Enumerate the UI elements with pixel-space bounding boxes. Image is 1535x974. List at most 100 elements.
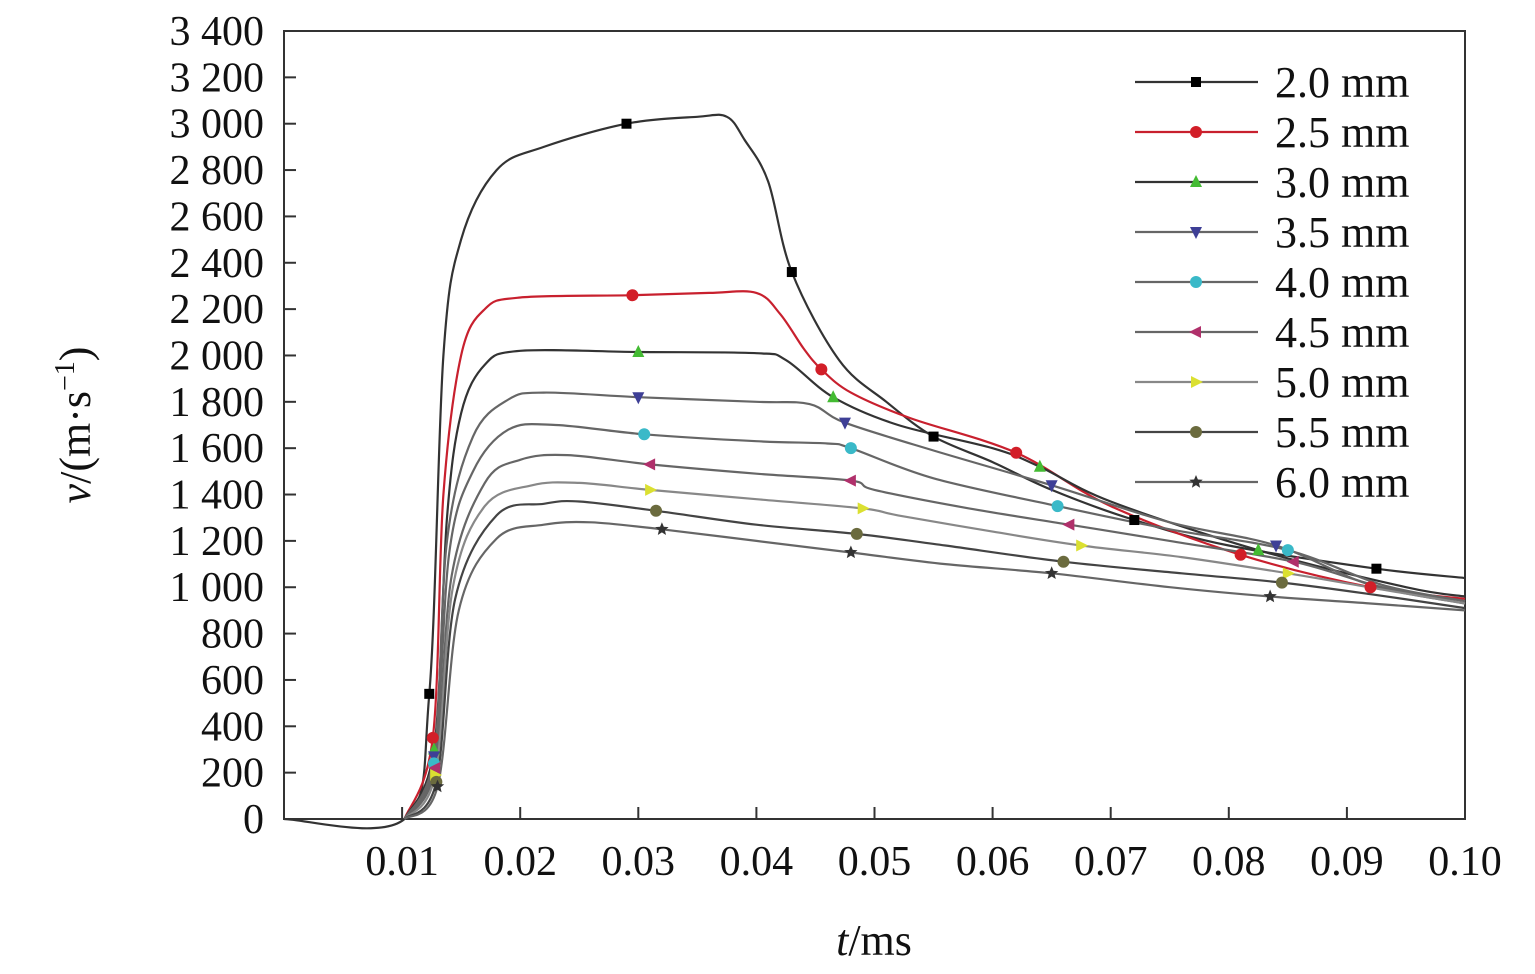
data-point	[1263, 589, 1277, 603]
x-tick-label: 0.08	[1192, 839, 1266, 885]
y-tick-label: 3 000	[170, 102, 265, 148]
data-point	[426, 731, 439, 744]
x-tick-label: 0.06	[956, 839, 1030, 885]
data-point	[850, 527, 863, 540]
series-line	[403, 499, 1466, 820]
y-tick-label: 2 600	[170, 194, 265, 240]
series-line	[403, 520, 1466, 820]
data-point	[638, 428, 651, 441]
data-point	[844, 442, 857, 455]
x-tick-label: 0.04	[720, 839, 794, 885]
legend-label: 4.5 mm	[1275, 308, 1409, 357]
y-tick-label: 1 000	[170, 565, 265, 611]
series-line	[403, 453, 1466, 820]
data-point	[1033, 459, 1046, 472]
data-point	[815, 363, 828, 376]
y-tick-label: 2 200	[170, 287, 265, 333]
data-point	[1270, 540, 1283, 553]
legend-marker	[1191, 77, 1201, 87]
series-line	[403, 422, 1466, 820]
x-tick-label: 0.05	[838, 839, 912, 885]
data-point	[424, 688, 435, 699]
data-point	[655, 522, 669, 535]
y-axis-label: v/(m·s−1)	[50, 347, 100, 504]
y-tick-label: 200	[201, 751, 264, 797]
y-tick-label: 3 200	[170, 55, 265, 101]
legend-marker	[1189, 326, 1201, 338]
series-line	[403, 290, 1466, 820]
data-point	[1286, 555, 1299, 568]
data-point	[1129, 515, 1140, 526]
x-axis-ticks: 0.01 0.02 0.03 0.04 0.05 0.06 0.07 0.08 0.09 0.10	[365, 807, 1502, 885]
data-point	[1282, 567, 1295, 580]
x-tick-label: 0.03	[602, 839, 676, 885]
data-point	[621, 118, 632, 129]
legend-label: 2.5 mm	[1275, 108, 1409, 157]
x-tick-label: 0.01	[365, 839, 439, 885]
y-tick-label: 2 800	[170, 148, 265, 194]
y-tick-label: 1 400	[170, 473, 265, 519]
legend-marker	[1190, 426, 1202, 438]
data-point	[1051, 500, 1064, 513]
x-tick-label: 0.02	[483, 839, 557, 885]
legend-marker	[1190, 276, 1202, 288]
legend: 2.0 mm2.5 mm3.0 mm3.5 mm4.0 mm4.5 mm5.0 …	[1135, 58, 1409, 507]
legend-marker	[1190, 227, 1202, 239]
legend-label: 5.5 mm	[1275, 408, 1409, 457]
data-point	[643, 458, 656, 471]
legend-marker	[1190, 175, 1202, 187]
y-tick-label: 0	[243, 797, 264, 843]
data-point	[645, 483, 658, 496]
data-point	[1045, 480, 1058, 493]
data-point	[1076, 539, 1089, 552]
data-point	[857, 502, 870, 515]
y-tick-label: 1 200	[170, 519, 265, 565]
data-point	[844, 545, 858, 559]
x-tick-label: 0.09	[1310, 839, 1384, 885]
x-tick-label: 0.07	[1074, 839, 1148, 885]
y-tick-label: 2 400	[170, 241, 265, 287]
data-point	[838, 417, 851, 430]
legend-marker	[1191, 376, 1203, 388]
legend-label: 5.0 mm	[1275, 358, 1409, 407]
legend-marker	[1190, 126, 1202, 138]
series-line	[403, 348, 1466, 820]
series-markers	[424, 118, 1382, 793]
data-point	[1234, 548, 1247, 561]
data-point	[428, 762, 441, 775]
data-point	[843, 474, 856, 487]
y-tick-label: 3 400	[170, 9, 265, 55]
data-point	[1371, 563, 1382, 574]
data-point	[430, 779, 445, 793]
data-point	[786, 267, 797, 278]
series-line	[283, 113, 1466, 830]
legend-label: 3.0 mm	[1275, 158, 1409, 207]
data-point	[632, 344, 645, 357]
y-tick-label: 400	[201, 704, 264, 750]
series-line	[403, 481, 1466, 820]
data-point	[827, 390, 840, 403]
data-point	[1275, 576, 1288, 589]
y-tick-label: 2 000	[170, 333, 265, 379]
data-point	[650, 504, 663, 517]
x-tick-label: 0.10	[1428, 839, 1502, 885]
legend-label: 3.5 mm	[1275, 208, 1409, 257]
y-tick-label: 800	[201, 612, 264, 658]
legend-label: 6.0 mm	[1275, 458, 1409, 507]
y-tick-label: 1 800	[170, 380, 265, 426]
data-point	[1281, 544, 1294, 557]
data-point	[928, 431, 939, 442]
legend-marker	[1189, 475, 1203, 488]
data-point	[1010, 446, 1023, 459]
series-line	[403, 391, 1466, 820]
data-point	[1062, 518, 1075, 531]
legend-label: 2.0 mm	[1275, 58, 1409, 107]
data-point	[1045, 566, 1059, 579]
y-tick-label: 1 600	[170, 426, 265, 472]
data-point	[632, 392, 645, 405]
data-point	[626, 289, 639, 302]
data-point	[1057, 555, 1070, 568]
data-point	[1252, 543, 1265, 556]
